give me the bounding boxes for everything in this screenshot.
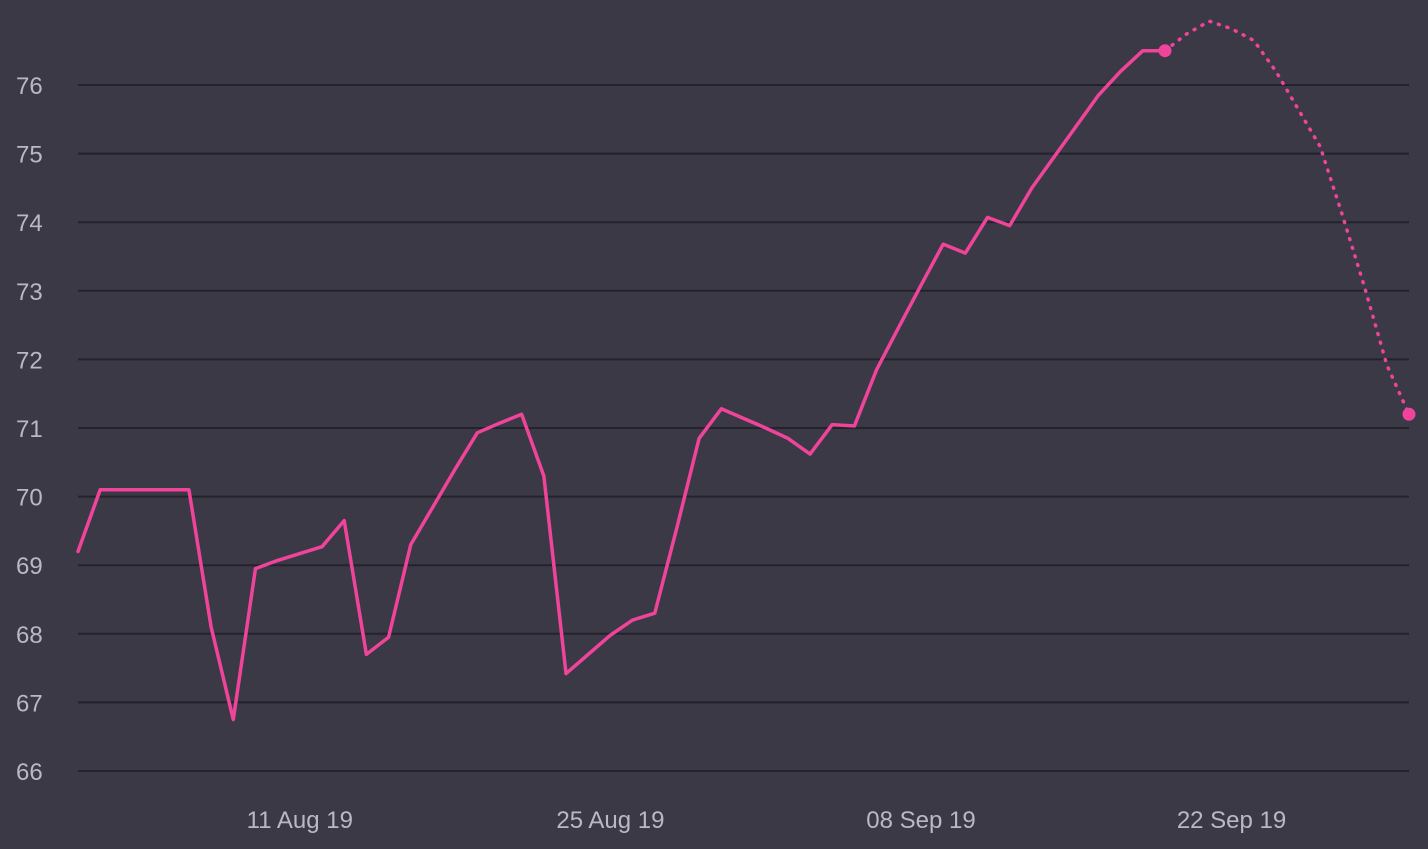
y-tick-label: 69 <box>16 553 43 580</box>
y-tick-label: 71 <box>16 416 43 443</box>
series-markers <box>1158 44 1416 421</box>
gridlines <box>78 84 1409 772</box>
y-tick-label: 73 <box>16 279 43 306</box>
forecast-end-marker <box>1402 407 1416 421</box>
actual-end-marker <box>1158 44 1172 58</box>
x-tick-label: 25 Aug 19 <box>556 807 664 834</box>
y-tick-label: 66 <box>16 759 43 786</box>
y-tick-label: 74 <box>16 210 43 237</box>
y-tick-label: 70 <box>16 485 43 512</box>
x-tick-label: 08 Sep 19 <box>866 807 975 834</box>
y-tick-label: 68 <box>16 622 43 649</box>
x-axis-ticks: 11 Aug 19 25 Aug 19 08 Sep 19 22 Sep 19 <box>247 807 1287 834</box>
series-lines <box>76 19 1411 722</box>
y-tick-label: 72 <box>16 347 43 374</box>
x-tick-label: 22 Sep 19 <box>1177 807 1286 834</box>
actual-line <box>76 48 1167 722</box>
y-tick-label: 76 <box>16 73 43 100</box>
y-tick-label: 67 <box>16 690 43 717</box>
forecast-line <box>1163 19 1411 417</box>
y-tick-label: 75 <box>16 142 43 169</box>
y-axis-ticks: 66 67 68 69 70 71 72 73 74 75 76 <box>16 73 43 786</box>
x-tick-label: 11 Aug 19 <box>247 807 353 834</box>
